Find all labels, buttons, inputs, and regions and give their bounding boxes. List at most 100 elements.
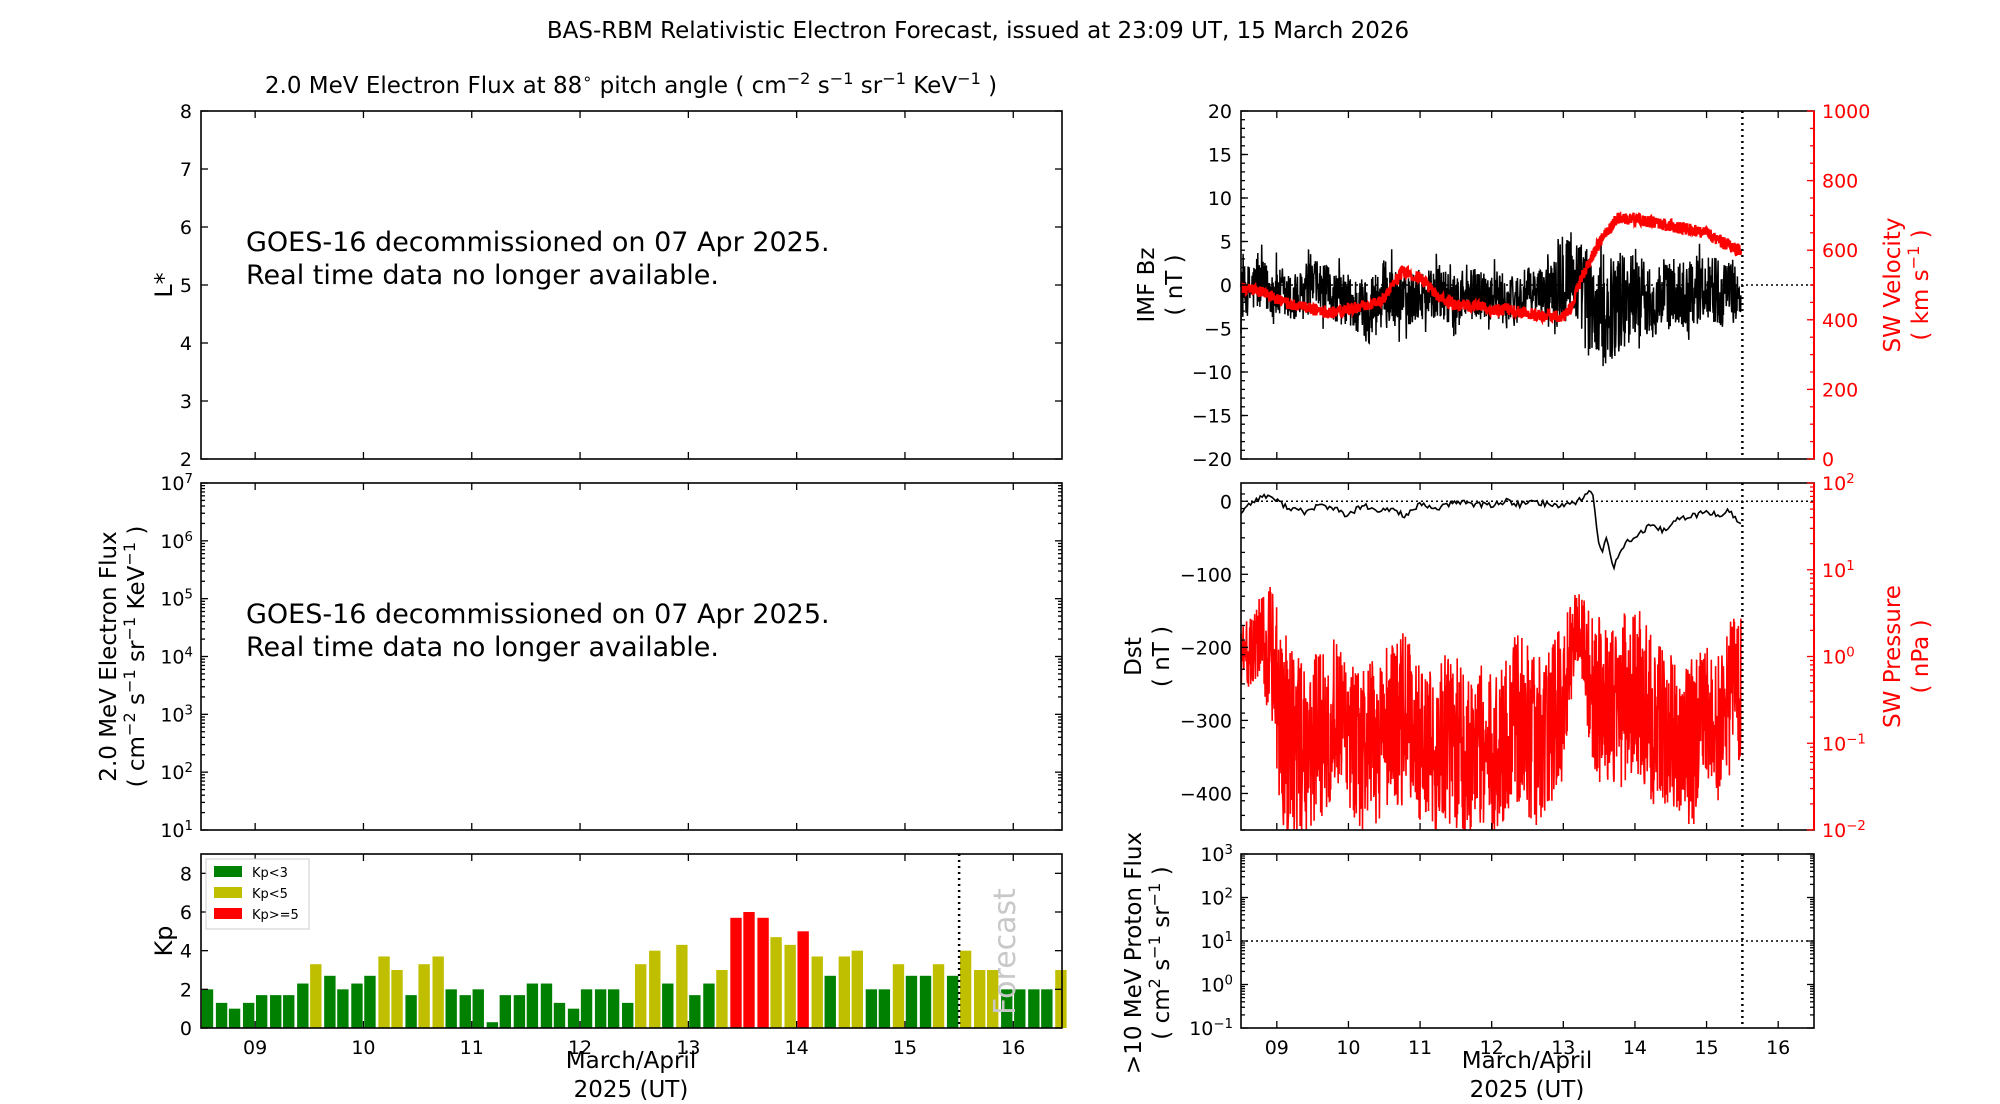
bz-y-tick-label: 0 (1220, 275, 1232, 297)
tick-base: 10 (160, 531, 184, 553)
kp-bar (513, 995, 526, 1028)
proton-y-axis-units: ( cm2 s−1 sr−1 ) (1145, 866, 1176, 1039)
proton-y-tick-label: 100 (1200, 973, 1233, 997)
title-part: pitch angle ( (592, 73, 751, 99)
tick-base: 10 (1189, 1018, 1213, 1040)
tick-base: 10 (1200, 888, 1224, 910)
velocity-y-tick-label: 1000 (1822, 101, 1870, 123)
kp-bar (974, 970, 986, 1028)
tick-base: 10 (160, 589, 184, 611)
tick-base: 10 (160, 647, 184, 669)
kp-bar (324, 975, 336, 1028)
tick-exponent: 7 (185, 472, 193, 487)
tick-base: 10 (160, 820, 184, 842)
kp-bar (851, 950, 863, 1028)
lstar-y-tick-label: 6 (180, 217, 192, 239)
kp-bar (270, 995, 282, 1028)
title-units-part: −1 (830, 69, 854, 88)
velocity-y-axis-units: ( km s−1 ) (1904, 229, 1935, 340)
forecast-label: Forecast (988, 888, 1023, 1015)
kp-y-tick-label: 2 (180, 979, 192, 1001)
proton-x-tick-label: 15 (1694, 1037, 1718, 1059)
tick-exponent: 2 (1225, 886, 1233, 901)
kp-legend-swatch (214, 866, 242, 877)
title-units-part: −2 (787, 69, 811, 88)
kp-y-tick-label: 0 (180, 1018, 192, 1040)
proton-x-tick-label: 12 (1480, 1037, 1504, 1059)
kp-bar (594, 989, 607, 1028)
figure-panels: 2.0 MeV Electron Flux at 88∘ pitch angle… (96, 69, 1935, 1104)
tick-base: 10 (1200, 844, 1224, 866)
pressure-y-tick-label: 102 (1822, 472, 1855, 496)
kp-bar (757, 917, 769, 1028)
kp-bar (1001, 989, 1013, 1028)
tick-base: 10 (1200, 931, 1224, 953)
tick-base: 10 (160, 762, 184, 784)
kp-x-tick-label: 15 (893, 1037, 917, 1059)
tick-exponent: 1 (1225, 930, 1233, 945)
tick-base: 10 (1200, 975, 1224, 997)
units-part: s (124, 693, 150, 712)
electron-flux-y-tick-label: 106 (160, 529, 193, 553)
kp-bar (932, 964, 945, 1028)
tick-base: 10 (1822, 820, 1846, 842)
units-part: ) (1908, 229, 1934, 245)
kp-bar (499, 995, 512, 1028)
lstar-y-axis-label: L* (150, 272, 178, 297)
kp-bar (716, 970, 728, 1028)
pressure-y-tick-label: 100 (1822, 645, 1855, 669)
tick-exponent: 6 (185, 529, 193, 544)
tick-base: 10 (1822, 647, 1846, 669)
lstar-y-tick-label: 3 (180, 391, 192, 413)
lstar-panel-title: 2.0 MeV Electron Flux at 88∘ pitch angle… (265, 69, 997, 100)
kp-bar (337, 989, 349, 1028)
kp-bar (283, 995, 295, 1028)
units-part: −1 (1145, 935, 1164, 959)
electron-flux-y-tick-label: 102 (160, 761, 193, 785)
pressure-y-tick-label: 10−2 (1822, 819, 1866, 843)
dst-y-tick-label: −100 (1180, 564, 1232, 586)
units-part: s (1149, 959, 1175, 978)
title-units-part: ) (981, 73, 997, 99)
electron-flux-y-axis-units: ( cm−2 s−1 sr−1 KeV−1 ) (120, 526, 151, 788)
kp-bar (784, 944, 796, 1028)
pressure-y-tick-label: 10−1 (1822, 732, 1866, 756)
tick-exponent: −1 (1213, 1017, 1233, 1032)
no-data-message: Real time data no longer available. (246, 260, 719, 291)
title-units-part: cm (752, 73, 787, 99)
velocity-y-tick-label: 200 (1822, 379, 1858, 401)
kp-legend-swatch (214, 887, 242, 898)
velocity-y-axis-label: SW Velocity (1880, 218, 1906, 353)
proton-y-tick-label: 10−1 (1189, 1017, 1233, 1041)
tick-exponent: 2 (185, 761, 193, 776)
sw-pressure-series (1240, 586, 1742, 831)
units-part: ) (124, 526, 150, 542)
title-units-part: s (810, 73, 829, 99)
x-axis-label: 2025 (UT) (1470, 1077, 1585, 1100)
proton-x-tick-label: 13 (1551, 1037, 1575, 1059)
lstar-y-tick-label: 7 (180, 159, 192, 181)
figure-title: BAS-RBM Relativistic Electron Forecast, … (547, 18, 1409, 44)
kp-x-tick-label: 10 (351, 1037, 375, 1059)
velocity-y-tick-label: 0 (1822, 449, 1834, 471)
tick-exponent: 0 (1846, 645, 1854, 660)
proton-y-axis-label: >10 MeV Proton Flux (1121, 832, 1147, 1074)
units-part: ( km s (1908, 269, 1934, 340)
bz-y-tick-label: −15 (1192, 406, 1232, 428)
kp-y-tick-label: 4 (180, 941, 192, 963)
bz-y-tick-label: −20 (1192, 449, 1232, 471)
proton-y-tick-label: 103 (1200, 843, 1233, 867)
kp-x-tick-label: 16 (1001, 1037, 1025, 1059)
units-part: −1 (120, 617, 139, 641)
kp-bar (297, 983, 309, 1028)
tick-base: 10 (160, 704, 184, 726)
proton-x-tick-label: 09 (1265, 1037, 1289, 1059)
title-units-part: sr (853, 73, 882, 99)
tick-exponent: −1 (1846, 732, 1866, 747)
kp-bar (486, 1022, 499, 1028)
units-part: ( cm (1149, 988, 1175, 1039)
kp-bar (905, 975, 918, 1028)
no-data-message: Real time data no longer available. (246, 632, 719, 663)
lstar-y-tick-label: 5 (180, 275, 192, 297)
tick-base: 10 (1822, 733, 1846, 755)
